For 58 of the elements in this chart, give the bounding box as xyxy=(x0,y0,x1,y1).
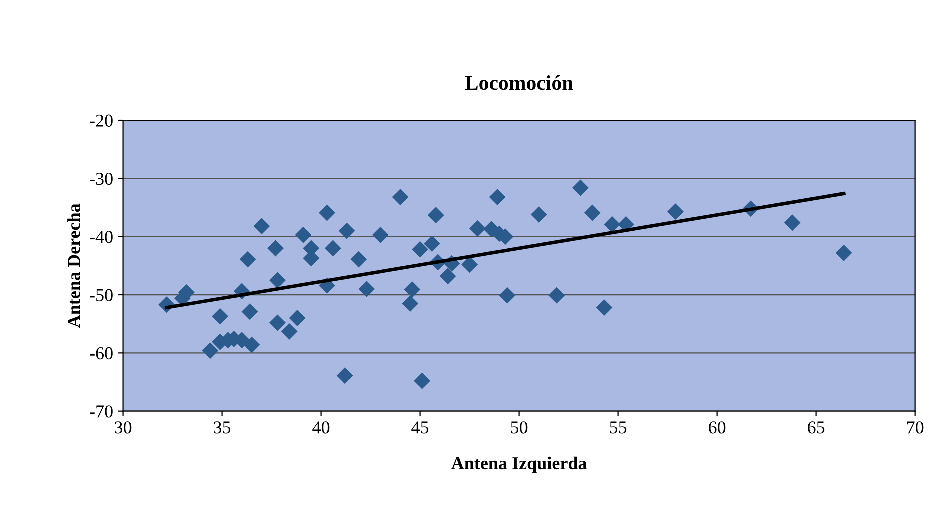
point xyxy=(240,251,256,268)
point xyxy=(489,189,506,206)
y-tick-label: -50 xyxy=(90,289,113,302)
point xyxy=(350,251,368,268)
point xyxy=(242,304,258,320)
point xyxy=(836,244,852,262)
x-axis-title: Antena Izquierda xyxy=(452,456,587,474)
x-tick-label: 50 xyxy=(511,422,528,434)
point xyxy=(270,272,286,289)
point xyxy=(336,368,354,384)
point xyxy=(428,207,444,224)
y-tick-label: -20 xyxy=(90,114,113,127)
y-tick-label: -30 xyxy=(90,172,113,186)
point xyxy=(254,218,270,235)
point xyxy=(548,287,566,304)
x-tick-label: 45 xyxy=(412,422,429,434)
y-tick-label: -40 xyxy=(90,231,113,244)
point xyxy=(270,314,286,332)
point xyxy=(440,268,456,285)
point xyxy=(470,220,486,237)
point xyxy=(530,206,548,223)
point xyxy=(319,204,336,222)
point xyxy=(289,310,306,326)
y-axis-title: Antena Derecha xyxy=(68,204,80,328)
point xyxy=(784,214,801,232)
x-tick-label: 40 xyxy=(312,422,330,434)
point xyxy=(584,204,601,222)
point xyxy=(268,240,284,257)
y-tick-label: -60 xyxy=(90,347,113,360)
point xyxy=(295,226,312,244)
point xyxy=(324,240,342,257)
point xyxy=(202,342,219,360)
point xyxy=(668,204,684,220)
x-tick-label: 30 xyxy=(115,422,132,434)
x-tick-label: 60 xyxy=(709,422,726,434)
point xyxy=(338,222,356,240)
point xyxy=(462,256,478,273)
x-tick-label: 70 xyxy=(907,422,924,434)
point xyxy=(404,282,421,298)
x-tick-label: 35 xyxy=(214,422,231,434)
point xyxy=(412,241,429,258)
point xyxy=(572,180,589,196)
point xyxy=(372,226,389,244)
point xyxy=(244,336,260,354)
x-tick-label: 55 xyxy=(610,422,627,434)
point xyxy=(424,236,440,252)
point xyxy=(281,323,298,340)
point xyxy=(414,372,430,390)
y-tick-label: -70 xyxy=(90,406,113,418)
point xyxy=(499,287,516,304)
point xyxy=(358,280,376,298)
point xyxy=(604,216,621,233)
point xyxy=(212,308,229,325)
point xyxy=(402,296,419,312)
point xyxy=(596,300,613,316)
point xyxy=(392,189,409,206)
x-tick-label: 65 xyxy=(808,422,825,434)
chart-title: Locomoción xyxy=(465,75,574,90)
